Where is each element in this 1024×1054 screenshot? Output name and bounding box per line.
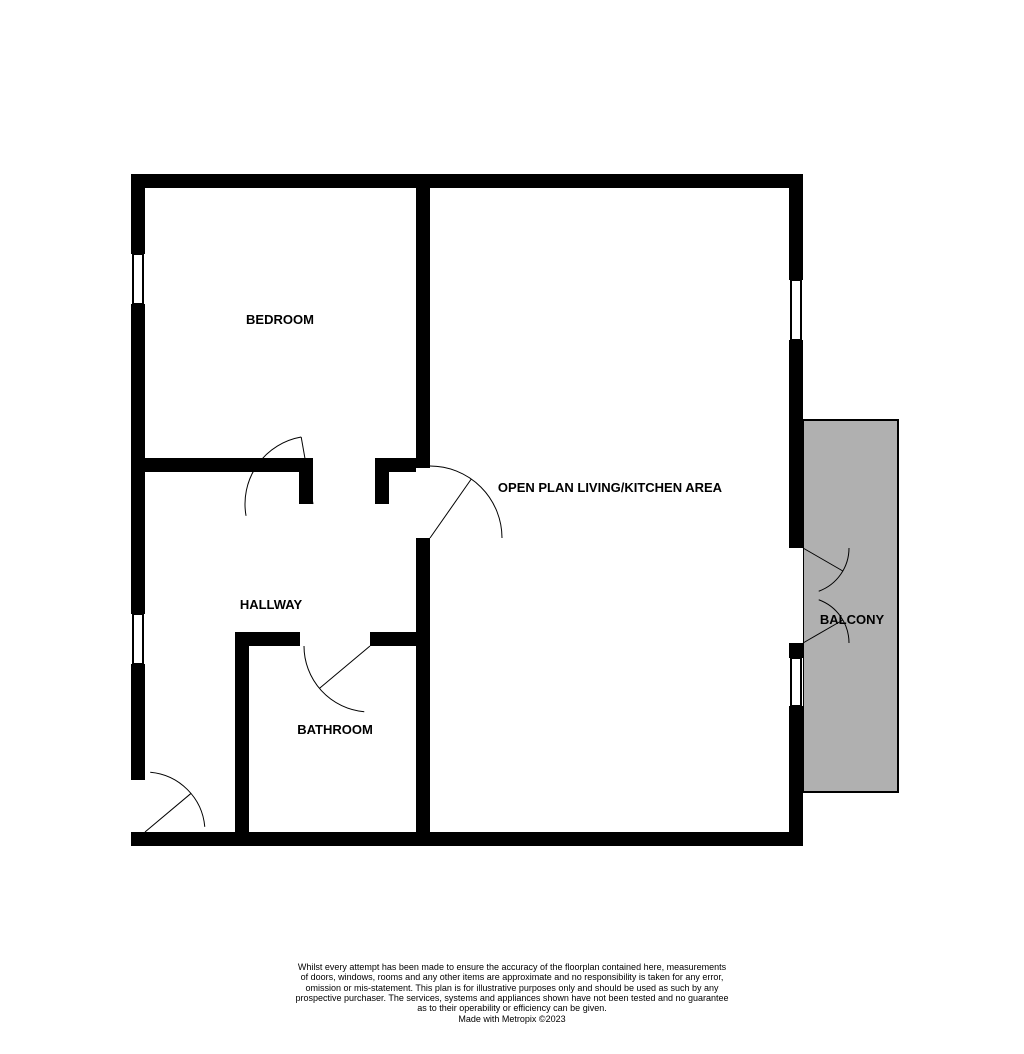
disclaimer-line: Whilst every attempt has been made to en… (0, 962, 1024, 972)
disclaimer-line: omission or mis-statement. This plan is … (0, 983, 1024, 993)
disclaimer-line: prospective purchaser. The services, sys… (0, 993, 1024, 1003)
room-label-living: OPEN PLAN LIVING/KITCHEN AREA (465, 480, 755, 496)
room-label-hallway: HALLWAY (211, 597, 331, 613)
room-label-bedroom: BEDROOM (210, 312, 350, 328)
floorplan-svg (0, 0, 1024, 1054)
room-label-bathroom: BATHROOM (270, 722, 400, 738)
disclaimer-line: Made with Metropix ©2023 (0, 1014, 1024, 1024)
room-label-balcony: BALCONY (812, 612, 892, 628)
disclaimer-text: Whilst every attempt has been made to en… (0, 962, 1024, 1024)
floorplan-canvas: BEDROOM OPEN PLAN LIVING/KITCHEN AREA HALL… (0, 0, 1024, 1054)
disclaimer-line: of doors, windows, rooms and any other i… (0, 972, 1024, 982)
disclaimer-line: as to their operability or efficiency ca… (0, 1003, 1024, 1013)
